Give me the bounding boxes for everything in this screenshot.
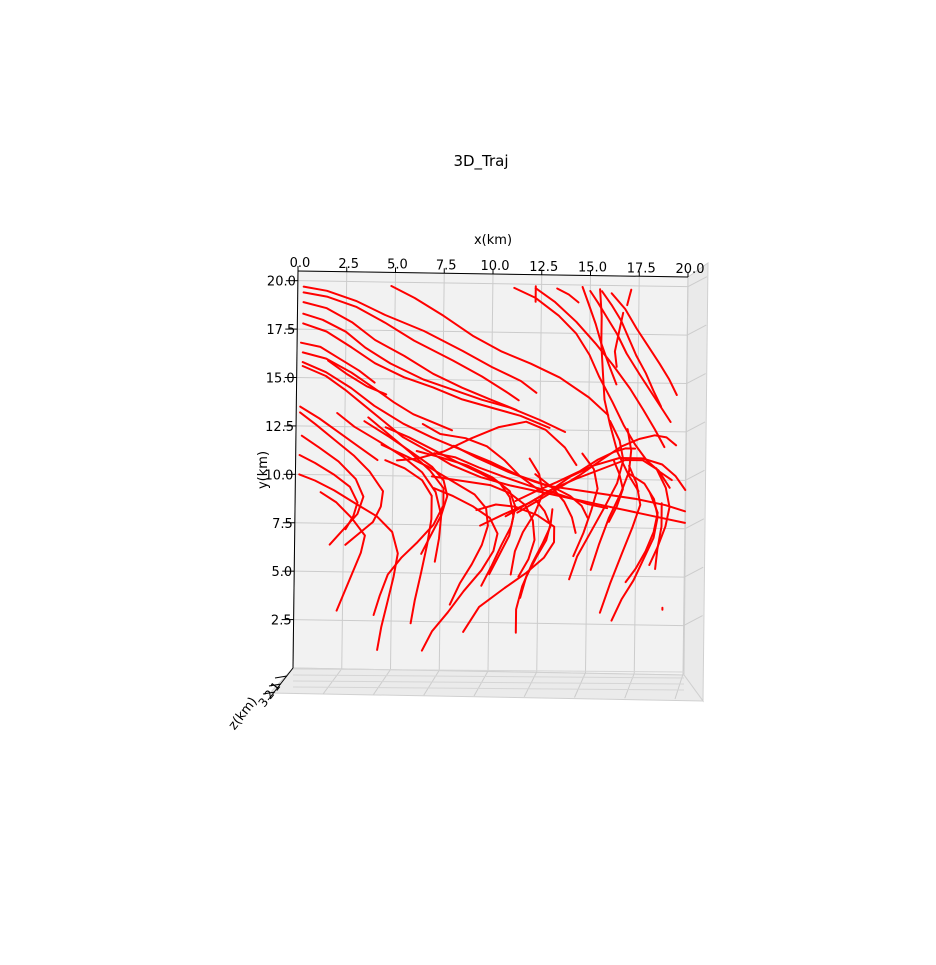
x-tick-label: 7.5 bbox=[436, 258, 457, 273]
y-axis-label: y(km) bbox=[256, 451, 271, 489]
y-tick-label: 2.5 bbox=[271, 614, 292, 629]
y-tick-label: 15.0 bbox=[266, 372, 295, 387]
y-tick-label: 7.5 bbox=[272, 517, 293, 532]
x-tick-label: 10.0 bbox=[481, 259, 510, 274]
y-tick-label: 12.5 bbox=[265, 420, 294, 435]
x-tick-label: 17.5 bbox=[627, 261, 656, 276]
x-tick-label: 15.0 bbox=[578, 261, 607, 276]
x-tick-label: 0.0 bbox=[290, 256, 311, 271]
x-tick-label: 2.5 bbox=[338, 257, 359, 272]
y-tick-label: 17.5 bbox=[266, 323, 295, 338]
x-axis-label: x(km) bbox=[474, 233, 512, 248]
z-axis-label: z(km) bbox=[226, 695, 261, 734]
x-tick-label: 20.0 bbox=[676, 262, 705, 277]
y-tick-label: 5.0 bbox=[272, 565, 293, 580]
y-tick-label: 20.0 bbox=[267, 275, 296, 290]
chart-title: 3D_Traj bbox=[453, 152, 508, 171]
x-tick-label: 12.5 bbox=[529, 260, 558, 275]
x-tick-label: 5.0 bbox=[387, 258, 408, 273]
